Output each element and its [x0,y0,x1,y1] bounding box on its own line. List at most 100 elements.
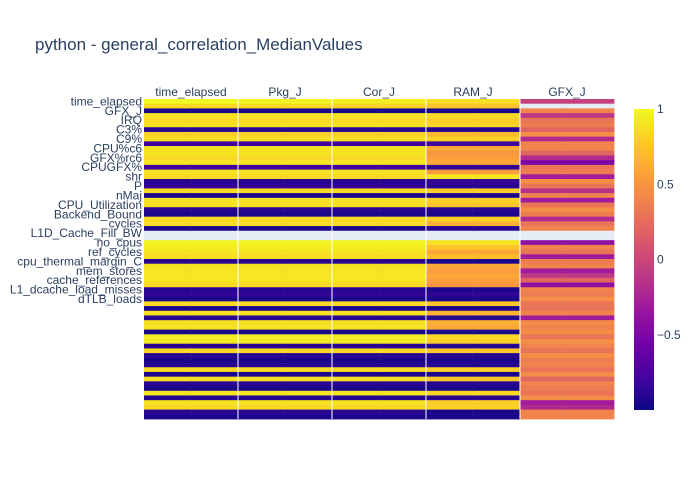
heatmap-cell [332,117,427,123]
heatmap-cell [520,381,615,387]
heatmap-cell [238,339,333,345]
heatmap-cell [426,244,521,250]
heatmap-cell [144,164,239,170]
heatmap-cell [426,409,521,415]
heatmap-cell [520,103,615,109]
heatmap-cell [238,169,333,175]
heatmap-cell [332,193,427,199]
heatmap-cell [332,103,427,109]
heatmap-cell [426,395,521,401]
heatmap-cell [332,386,427,392]
heatmap-cell [520,155,615,161]
heatmap-cell [238,108,333,114]
heatmap-cell [426,230,521,236]
row-label: P [134,179,142,193]
heatmap-cell [332,254,427,260]
row-label: dTLB_loads [78,292,142,306]
colorbar-ticks: 1 0.5 0 −0.5 [657,102,681,342]
heatmap-cell [520,117,615,123]
heatmap-cell [426,113,521,119]
heatmap-cell [332,282,427,288]
heatmap-cell [144,268,239,274]
heatmap-cell [144,193,239,199]
heatmap-cell [238,301,333,307]
heatmap-cell [426,362,521,368]
heatmap-cell [426,310,521,316]
heatmap-cell [238,254,333,260]
heatmap-cell [332,371,427,378]
heatmap-cell [426,315,521,321]
heatmap-cell [520,216,615,222]
heatmap-cell [144,127,239,133]
heatmap-cell [238,277,333,283]
heatmap-cell [144,141,239,147]
heatmap-cell [332,353,427,359]
heatmap-cell [426,268,521,274]
heatmap-cell [520,150,615,156]
heatmap-cell [144,263,239,269]
heatmap-cell [426,155,521,161]
heatmap-cell [238,188,333,194]
heatmap-cell [144,131,239,138]
heatmap-cell [332,404,427,410]
heatmap-cell [144,277,239,283]
heatmap-cell [238,244,333,250]
row-labels: time_elapsedGFX_JIRQC3%C9%CPU%c6GFX%rc6C… [10,94,143,306]
heatmap-cell [426,376,521,382]
heatmap-cell [144,188,239,194]
heatmap-cell [238,343,333,349]
heatmap-cell [332,277,427,283]
heatmap-cell [332,409,427,415]
row-label: cpu_thermal_margin_C [17,254,142,268]
heatmap-cell [426,108,521,114]
heatmap-cell [426,386,521,392]
heatmap-cell [520,334,615,340]
heatmap-cell [520,141,615,147]
heatmap-cell [238,259,333,265]
heatmap-cell [144,381,239,387]
heatmap-cell [144,296,239,302]
heatmap-cell [144,357,239,363]
heatmap-cell [520,306,615,312]
column-labels: time_elapsed Pkg_J Cor_J RAM_J GFX_J [155,85,585,99]
heatmap-cell [520,353,615,359]
heatmap-cell [332,329,427,335]
heatmap-cell [144,226,239,232]
heatmap-cell [238,371,333,378]
heatmap-cell [144,169,239,175]
heatmap-cell [144,343,239,349]
heatmap-cell [238,235,333,241]
heatmap-cell [238,306,333,312]
heatmap-cells [144,99,615,420]
heatmap-cell [520,376,615,382]
heatmap-cell [332,268,427,274]
colorbar-tick-label: 1 [657,102,664,116]
heatmap-cell [332,273,427,279]
heatmap-cell [144,409,239,415]
heatmap-cell [238,390,333,396]
heatmap-cell [144,122,239,128]
heatmap-cell [520,273,615,279]
heatmap-cell [520,287,615,293]
heatmap-cell [332,362,427,368]
row-label: shr [125,170,142,184]
heatmap-cell [238,334,333,340]
row-label: no_cpus [97,236,142,250]
heatmap-cell [144,324,239,330]
heatmap-cell [238,287,333,293]
row-label: ref_cycles [88,245,142,259]
heatmap-cell [144,155,239,161]
heatmap-cell [238,131,333,138]
heatmap-cell [426,202,521,208]
heatmap-cell [332,357,427,363]
heatmap-cell [426,324,521,330]
heatmap-cell [426,146,521,152]
heatmap-cell [332,259,427,265]
heatmap-cell [332,113,427,119]
heatmap-cell [520,122,615,128]
heatmap-cell [520,386,615,392]
heatmap-cell [520,202,615,208]
heatmap-cell [520,296,615,302]
heatmap-cell [332,211,427,218]
column-label: Cor_J [363,85,395,99]
